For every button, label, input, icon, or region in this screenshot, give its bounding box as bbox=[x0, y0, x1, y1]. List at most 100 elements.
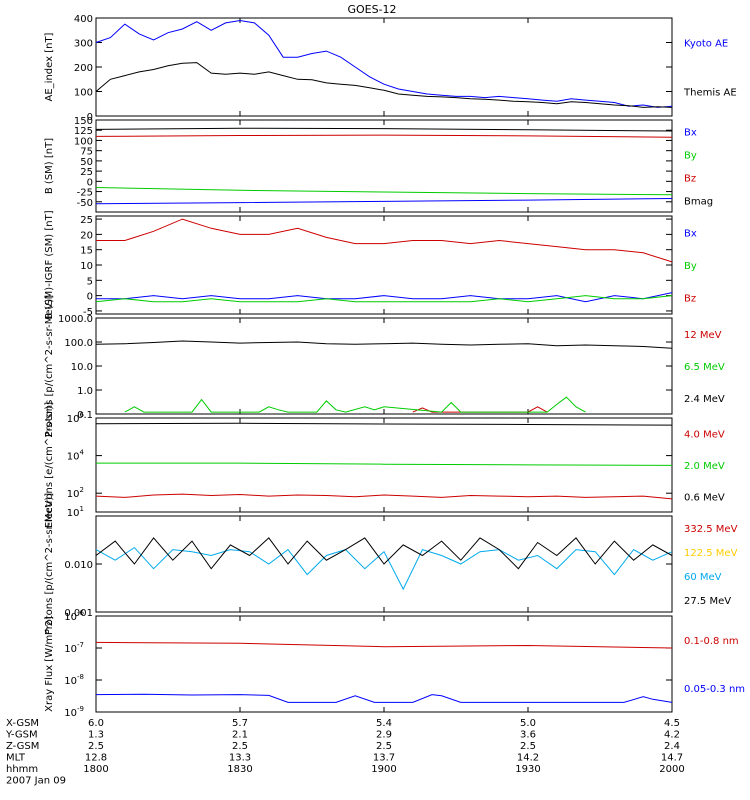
x-axis-annotation: X-GSM 6.0 5.7 5.4 5.0 4.5 Y-GSM 1.3 2.1 2.9 3.6 4.2… bbox=[5, 718, 685, 787]
y-tick-label: 1.0 bbox=[77, 386, 93, 397]
x-axis-value: 5.0 bbox=[520, 718, 536, 729]
y-tick-label: 10.0 bbox=[71, 362, 93, 373]
y-tick-label: 15 bbox=[80, 246, 93, 257]
legend-entry: 12 MeV bbox=[684, 330, 722, 341]
x-axis-value: 1830 bbox=[227, 764, 252, 775]
legend-entry: 122.5 MeV bbox=[684, 548, 738, 559]
series-line-27-5-mev bbox=[95, 537, 673, 570]
x-axis-value: 1.3 bbox=[88, 730, 104, 741]
x-axis-value: 2000 bbox=[659, 764, 684, 775]
y-tick-label: 100.0 bbox=[64, 338, 93, 349]
plot-title: GOES-12 bbox=[347, 3, 396, 16]
y-tick-label: 1000.0 bbox=[58, 314, 93, 325]
x-axis-value: 5.7 bbox=[232, 718, 248, 729]
y-tick-label: 0.001 bbox=[64, 608, 93, 619]
x-axis-value: 2.4 bbox=[664, 741, 680, 752]
x-axis-value: 2.1 bbox=[232, 730, 248, 741]
x-axis-row-label: X-GSM bbox=[6, 718, 39, 729]
panel-frame bbox=[95, 17, 673, 117]
y-tick-label: 400 bbox=[74, 14, 93, 25]
x-axis-value: 4.5 bbox=[664, 718, 680, 729]
y-tick-label: -25 bbox=[77, 188, 93, 199]
y-tick-label: 150 bbox=[74, 116, 93, 127]
y-tick-label: 10-7 bbox=[64, 641, 84, 655]
legend-entry: By bbox=[684, 151, 697, 162]
y-tick-label: 5 bbox=[87, 276, 93, 287]
x-axis-date: 2007 Jan 09 bbox=[6, 776, 66, 787]
x-axis-value: 2.5 bbox=[88, 741, 104, 752]
legend-entry: 0.6 MeV bbox=[684, 492, 725, 503]
x-axis-value: 2.5 bbox=[232, 741, 248, 752]
legend-entry: 4.0 MeV bbox=[684, 430, 725, 441]
y-tick-label: -50 bbox=[77, 198, 93, 209]
y-tick-label: 200 bbox=[74, 63, 93, 74]
y-axis-label: Protons [p/(cm^2-s-sr-MeV)] bbox=[44, 493, 55, 635]
y-tick-label: 102 bbox=[67, 486, 84, 500]
y-tick-label: 25 bbox=[80, 215, 93, 226]
x-axis-value: 12.8 bbox=[85, 753, 107, 764]
legend-entry: 27.5 MeV bbox=[684, 596, 731, 607]
legend-entry: Themis AE bbox=[683, 88, 737, 99]
y-axis-label: AE_index [nT] bbox=[44, 32, 55, 101]
y-tick-label: 0 bbox=[87, 177, 93, 188]
legend-entry: Bmag bbox=[684, 197, 713, 208]
legend-entry: Bx bbox=[684, 128, 697, 139]
x-axis-value: 14.2 bbox=[517, 753, 539, 764]
legend-entry: Bz bbox=[684, 174, 696, 185]
x-axis-value: 2.5 bbox=[376, 741, 392, 752]
legend-entry: 332.5 MeV bbox=[684, 524, 738, 535]
y-tick-label: 10-9 bbox=[64, 705, 84, 719]
series-line-0-05-0-3-nm bbox=[95, 693, 673, 703]
y-tick-label: 300 bbox=[74, 39, 93, 50]
y-tick-label: 10-6 bbox=[64, 609, 84, 623]
y-axis-label: Protons [p/(cm^2-s-sr-MeV)] bbox=[44, 295, 55, 437]
y-tick-label: 106 bbox=[67, 411, 85, 425]
legend-entry: 0.1-0.8 nm bbox=[684, 636, 739, 647]
panel-6: 0.001 0.010 Protons [p/(cm^2-s-sr-MeV)] 332… bbox=[44, 493, 738, 635]
legend-entry: 2.4 MeV bbox=[684, 394, 725, 405]
x-axis-value: 13.7 bbox=[373, 753, 395, 764]
legend-entry: 2.0 MeV bbox=[684, 461, 725, 472]
y-axis-label: Xray Flux [W/m^2] bbox=[44, 616, 55, 712]
y-tick-label: 0 bbox=[87, 292, 93, 303]
x-axis-value: 13.3 bbox=[229, 753, 251, 764]
y-tick-label: 0 bbox=[87, 112, 93, 123]
y-axis-label: Electrons [e/(cm^2-s-sr)] bbox=[44, 402, 55, 528]
x-axis-value: 1900 bbox=[371, 764, 396, 775]
y-tick-label: 100 bbox=[74, 136, 93, 147]
x-axis-row-label: hhmm bbox=[6, 764, 38, 775]
x-axis-value: 1930 bbox=[515, 764, 540, 775]
series-line-0-6-mev bbox=[95, 422, 673, 426]
y-tick-label: 75 bbox=[80, 147, 93, 158]
panel-5: 101 102 104 106 Electrons [e/(cm^2-s-sr)] 4.0… bbox=[44, 402, 725, 528]
x-axis-value: 2.5 bbox=[520, 741, 536, 752]
series-line-2-4-mev bbox=[95, 340, 673, 349]
x-axis-value: 14.7 bbox=[661, 753, 683, 764]
y-tick-label: 50 bbox=[80, 157, 93, 168]
series-line-by bbox=[95, 187, 673, 196]
series-line-2-0-mev bbox=[96, 462, 673, 466]
x-axis-row-label: Y-GSM bbox=[5, 730, 38, 741]
x-axis-value: 4.2 bbox=[664, 730, 680, 741]
series-line-bz bbox=[95, 134, 673, 138]
panel-frame bbox=[95, 317, 673, 415]
x-axis-value: 2.9 bbox=[376, 730, 392, 741]
y-tick-label: 0.010 bbox=[64, 560, 93, 571]
series-line-bx bbox=[96, 292, 673, 303]
x-axis-value: 6.0 bbox=[88, 718, 104, 729]
legend-entry: By bbox=[684, 261, 697, 272]
y-tick-label: 25 bbox=[80, 167, 93, 178]
y-tick-label: 10 bbox=[80, 261, 93, 272]
panel-frame bbox=[95, 615, 673, 713]
y-tick-label: -5 bbox=[83, 307, 93, 318]
legend-entry: 0.05-0.3 nm bbox=[684, 684, 745, 695]
series-line-60-mev bbox=[95, 546, 673, 591]
y-tick-label: 20 bbox=[80, 230, 93, 241]
series-line-bx bbox=[95, 198, 673, 205]
x-axis-value: 3.6 bbox=[520, 730, 536, 741]
series-line-6-5-mev bbox=[124, 396, 586, 413]
